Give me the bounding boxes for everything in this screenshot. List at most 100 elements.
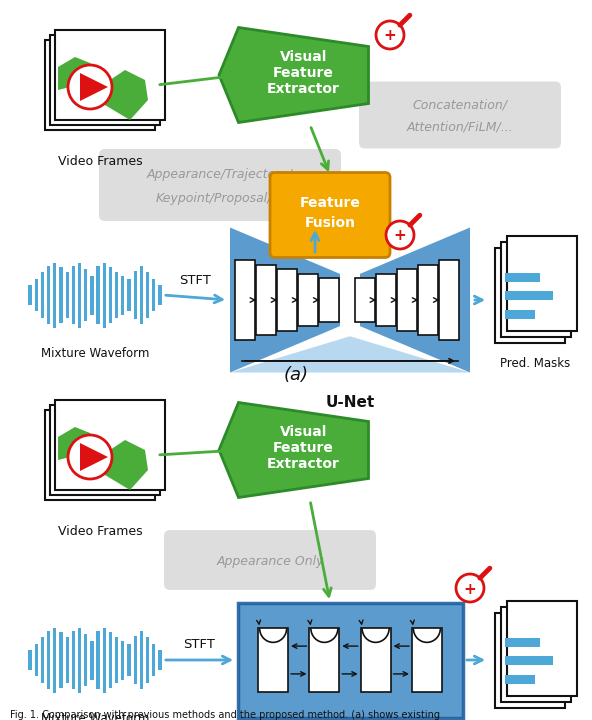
FancyBboxPatch shape	[45, 40, 155, 130]
Text: Attention/FiLM/...: Attention/FiLM/...	[407, 120, 513, 134]
Text: (a): (a)	[284, 366, 308, 384]
FancyBboxPatch shape	[53, 263, 56, 328]
FancyBboxPatch shape	[146, 272, 149, 318]
Text: Feature: Feature	[273, 441, 334, 455]
FancyBboxPatch shape	[96, 631, 99, 689]
Text: Feature: Feature	[300, 196, 361, 210]
FancyBboxPatch shape	[397, 269, 417, 331]
FancyBboxPatch shape	[507, 235, 577, 330]
Polygon shape	[95, 70, 148, 120]
Text: Concatenation/: Concatenation/	[413, 99, 507, 112]
FancyBboxPatch shape	[159, 285, 162, 305]
FancyBboxPatch shape	[376, 274, 396, 326]
Polygon shape	[58, 57, 105, 90]
FancyBboxPatch shape	[140, 631, 143, 689]
FancyBboxPatch shape	[495, 613, 565, 708]
FancyBboxPatch shape	[505, 656, 553, 665]
Text: Video Frames: Video Frames	[57, 155, 142, 168]
Text: Visual: Visual	[280, 50, 327, 64]
FancyBboxPatch shape	[47, 631, 50, 689]
FancyBboxPatch shape	[50, 405, 160, 495]
Text: Appearance/Trajectory/: Appearance/Trajectory/	[147, 168, 293, 181]
FancyBboxPatch shape	[115, 637, 118, 683]
Text: Extractor: Extractor	[267, 82, 340, 96]
FancyBboxPatch shape	[505, 638, 540, 647]
FancyBboxPatch shape	[310, 629, 339, 692]
FancyBboxPatch shape	[237, 603, 462, 718]
FancyBboxPatch shape	[66, 637, 69, 683]
Polygon shape	[80, 73, 108, 101]
FancyBboxPatch shape	[256, 265, 276, 336]
FancyBboxPatch shape	[134, 271, 137, 320]
Polygon shape	[230, 336, 470, 372]
Text: Fusion: Fusion	[304, 216, 356, 230]
Text: U-Net: U-Net	[326, 395, 375, 410]
FancyBboxPatch shape	[121, 276, 124, 315]
FancyBboxPatch shape	[235, 260, 255, 340]
FancyBboxPatch shape	[34, 644, 38, 676]
FancyBboxPatch shape	[159, 650, 162, 670]
FancyBboxPatch shape	[127, 644, 131, 676]
FancyBboxPatch shape	[505, 291, 553, 300]
FancyBboxPatch shape	[45, 410, 155, 500]
FancyBboxPatch shape	[134, 636, 137, 685]
FancyBboxPatch shape	[55, 30, 165, 120]
FancyBboxPatch shape	[277, 269, 297, 331]
Text: Fig. 1. Comparison with previous methods and the proposed method. (a) shows exis: Fig. 1. Comparison with previous methods…	[10, 710, 440, 720]
FancyBboxPatch shape	[359, 81, 561, 148]
FancyBboxPatch shape	[507, 600, 577, 696]
FancyBboxPatch shape	[501, 241, 571, 336]
Circle shape	[376, 21, 404, 49]
Text: Pred. Masks: Pred. Masks	[500, 357, 570, 370]
FancyBboxPatch shape	[55, 400, 165, 490]
FancyBboxPatch shape	[90, 276, 94, 315]
Polygon shape	[95, 440, 148, 490]
Text: STFT: STFT	[184, 639, 215, 652]
FancyBboxPatch shape	[505, 273, 540, 282]
Text: Mixture Waveform: Mixture Waveform	[41, 347, 149, 360]
FancyBboxPatch shape	[41, 272, 44, 318]
FancyBboxPatch shape	[99, 149, 341, 221]
FancyBboxPatch shape	[320, 278, 339, 322]
FancyBboxPatch shape	[53, 628, 56, 693]
FancyBboxPatch shape	[96, 266, 99, 324]
Text: Keypoint/Proposal/...: Keypoint/Proposal/...	[156, 192, 284, 204]
Text: +: +	[394, 228, 406, 243]
FancyBboxPatch shape	[412, 629, 442, 692]
FancyBboxPatch shape	[140, 266, 143, 324]
Polygon shape	[230, 228, 340, 372]
Text: Mixture Waveform: Mixture Waveform	[41, 712, 149, 720]
FancyBboxPatch shape	[84, 269, 88, 321]
Polygon shape	[58, 427, 105, 460]
FancyBboxPatch shape	[84, 634, 88, 686]
FancyBboxPatch shape	[164, 530, 376, 590]
FancyBboxPatch shape	[495, 248, 565, 343]
FancyBboxPatch shape	[102, 263, 106, 328]
Text: Appearance Only: Appearance Only	[216, 555, 324, 568]
FancyBboxPatch shape	[439, 260, 459, 340]
Text: +: +	[384, 29, 397, 43]
Text: Extractor: Extractor	[267, 457, 340, 471]
FancyBboxPatch shape	[50, 35, 160, 125]
FancyBboxPatch shape	[121, 641, 124, 680]
FancyBboxPatch shape	[59, 632, 63, 688]
FancyBboxPatch shape	[152, 279, 156, 311]
FancyBboxPatch shape	[34, 279, 38, 311]
FancyBboxPatch shape	[78, 263, 81, 328]
FancyBboxPatch shape	[127, 279, 131, 311]
FancyBboxPatch shape	[152, 644, 156, 676]
Circle shape	[456, 574, 484, 602]
Text: Visual: Visual	[280, 425, 327, 439]
FancyBboxPatch shape	[109, 632, 112, 688]
FancyBboxPatch shape	[505, 310, 535, 319]
FancyBboxPatch shape	[41, 637, 44, 683]
FancyBboxPatch shape	[109, 267, 112, 323]
FancyBboxPatch shape	[102, 628, 106, 693]
FancyBboxPatch shape	[270, 173, 390, 258]
FancyBboxPatch shape	[28, 285, 31, 305]
Polygon shape	[219, 27, 368, 122]
FancyBboxPatch shape	[66, 272, 69, 318]
FancyBboxPatch shape	[419, 265, 438, 336]
FancyBboxPatch shape	[78, 628, 81, 693]
Polygon shape	[360, 228, 470, 372]
